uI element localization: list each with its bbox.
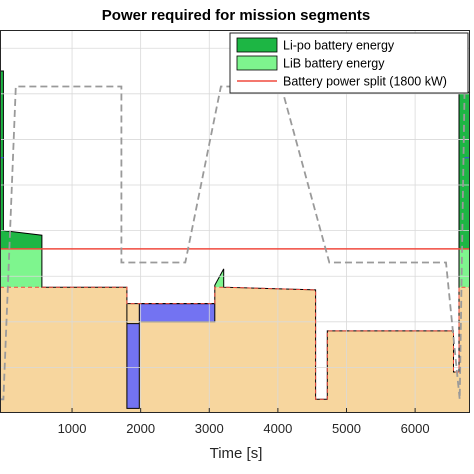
x-tick-label: 3000 bbox=[195, 421, 224, 436]
plot-frame bbox=[0, 30, 470, 413]
legend-label: LiB battery energy bbox=[283, 57, 385, 71]
x-tick-label: 6000 bbox=[401, 421, 430, 436]
plot-area: 1000 2000 3000 4000 5000 6000 Li-po battery en… bbox=[0, 30, 471, 436]
x-tick-label: 5000 bbox=[332, 421, 361, 436]
legend-label: Battery power split (1800 kW) bbox=[283, 75, 447, 89]
legend-swatch bbox=[236, 37, 278, 53]
legend-label: Li-po battery energy bbox=[283, 39, 395, 53]
legend-swatch bbox=[236, 55, 278, 71]
base-energy-area bbox=[0, 287, 470, 413]
deficit-area bbox=[126, 303, 216, 409]
x-tick-label: 1000 bbox=[58, 421, 87, 436]
x-tick-label: 2000 bbox=[126, 421, 155, 436]
dashed-red-line bbox=[0, 286, 470, 400]
dashed-gray-line bbox=[0, 85, 466, 401]
x-tick-label: 4000 bbox=[263, 421, 292, 436]
x-axis-label: Time [s] bbox=[210, 445, 263, 462]
power-envelope-line bbox=[0, 70, 471, 400]
chart-title: Power required for mission segments bbox=[102, 7, 370, 24]
